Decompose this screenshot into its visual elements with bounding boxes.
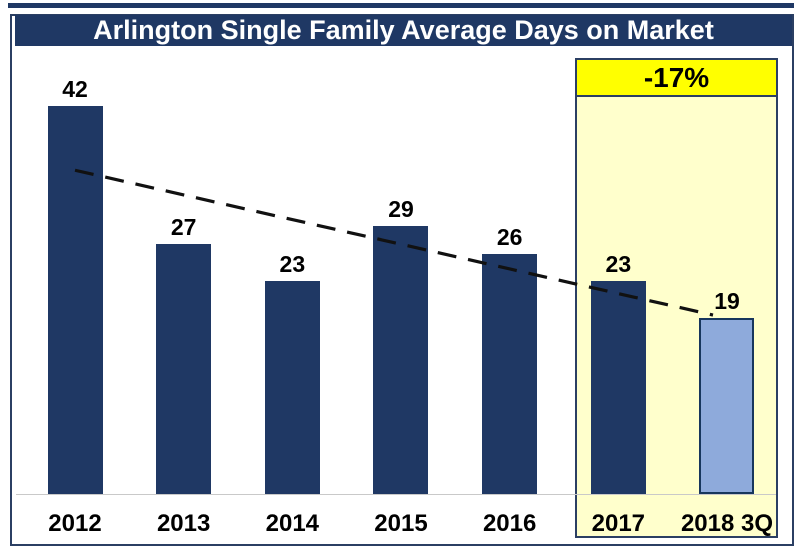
- highlight-percent-label: -17%: [643, 61, 710, 93]
- bar-2017: [590, 281, 646, 494]
- title-bar: Arlington Single Family Average Days on …: [15, 15, 792, 46]
- bar-2015: [373, 225, 429, 494]
- bar-2016: [482, 253, 538, 494]
- axis-label-2016: 2016: [482, 510, 537, 537]
- bar-value-label: 19: [714, 288, 740, 315]
- bar-value-label: 42: [62, 75, 88, 102]
- bar-2012: [47, 105, 103, 494]
- axis-label-2012: 2012: [48, 510, 102, 537]
- axis-label-2014: 2014: [265, 510, 320, 537]
- bar-value-label: 23: [279, 251, 306, 278]
- axis-label-2018-3q: 2018 3Q: [680, 510, 774, 537]
- bar-value-label: 23: [605, 251, 632, 278]
- bar-2013: [156, 244, 212, 494]
- axis-label-2015: 2015: [374, 510, 428, 537]
- page-title: Arlington Single Family Average Days on …: [93, 15, 714, 45]
- bar-value-label: 29: [388, 195, 414, 222]
- bar-2018-3q: [699, 318, 755, 494]
- axis-label-2013: 2013: [156, 510, 211, 537]
- x-axis-baseline: [16, 494, 776, 495]
- bar-2014: [264, 281, 320, 494]
- bar-value-label: 26: [496, 223, 523, 250]
- axis-label-2017: 2017: [591, 510, 646, 537]
- bar-value-label: 27: [170, 214, 197, 241]
- top-accent-strip: [8, 3, 794, 8]
- highlight-header: -17%: [577, 60, 776, 97]
